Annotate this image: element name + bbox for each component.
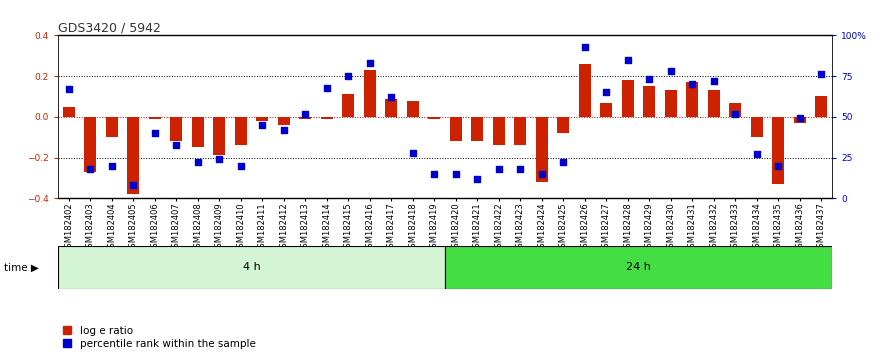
Bar bbox=[343, 95, 354, 117]
Point bbox=[685, 81, 700, 87]
Bar bbox=[449, 117, 462, 141]
Bar bbox=[320, 117, 333, 119]
Point bbox=[449, 171, 463, 177]
Bar bbox=[85, 117, 96, 172]
Bar bbox=[622, 80, 634, 117]
Text: 24 h: 24 h bbox=[627, 262, 651, 272]
Legend: log e ratio, percentile rank within the sample: log e ratio, percentile rank within the … bbox=[63, 326, 255, 349]
Point bbox=[643, 76, 657, 82]
Bar bbox=[665, 90, 676, 117]
Bar bbox=[191, 117, 204, 147]
Point bbox=[341, 73, 355, 79]
Bar bbox=[578, 64, 591, 117]
Point bbox=[104, 163, 118, 169]
Point bbox=[233, 163, 247, 169]
Point bbox=[212, 156, 226, 162]
Bar bbox=[472, 117, 483, 141]
Point bbox=[814, 72, 829, 77]
Text: time ▶: time ▶ bbox=[4, 262, 39, 272]
Point bbox=[126, 182, 141, 188]
Bar bbox=[106, 117, 117, 137]
Bar bbox=[170, 117, 182, 141]
Point bbox=[61, 86, 76, 92]
Bar bbox=[708, 90, 720, 117]
Point bbox=[578, 44, 592, 50]
Bar bbox=[407, 101, 418, 117]
Point bbox=[298, 111, 312, 116]
Bar bbox=[364, 70, 376, 117]
Point bbox=[277, 127, 291, 133]
Point bbox=[514, 166, 528, 172]
Point bbox=[384, 95, 399, 100]
Point bbox=[427, 171, 441, 177]
Point bbox=[620, 57, 635, 63]
Point bbox=[169, 142, 183, 147]
Point bbox=[599, 90, 613, 95]
Text: GDS3420 / 5942: GDS3420 / 5942 bbox=[58, 21, 161, 34]
Bar bbox=[58, 246, 445, 289]
Text: 4 h: 4 h bbox=[243, 262, 260, 272]
Point bbox=[148, 130, 162, 136]
Point bbox=[749, 152, 764, 157]
Bar bbox=[127, 117, 139, 194]
Bar bbox=[428, 117, 441, 119]
Bar bbox=[536, 117, 547, 182]
Bar bbox=[601, 103, 612, 117]
Point bbox=[491, 166, 506, 172]
Point bbox=[556, 160, 570, 165]
Point bbox=[793, 116, 807, 121]
Bar bbox=[278, 117, 289, 125]
Bar bbox=[751, 117, 763, 137]
Point bbox=[707, 78, 721, 84]
Bar bbox=[235, 117, 247, 145]
Bar bbox=[214, 117, 225, 155]
Bar bbox=[815, 96, 828, 117]
Point bbox=[728, 111, 742, 116]
Point bbox=[362, 60, 376, 66]
Bar bbox=[256, 117, 268, 121]
Point bbox=[470, 176, 484, 182]
Bar bbox=[730, 103, 741, 117]
Bar bbox=[62, 107, 75, 117]
Bar bbox=[445, 246, 832, 289]
Point bbox=[83, 166, 97, 172]
Bar bbox=[385, 98, 397, 117]
Point bbox=[772, 163, 786, 169]
Point bbox=[406, 150, 420, 155]
Bar bbox=[686, 82, 699, 117]
Bar bbox=[773, 117, 784, 184]
Bar bbox=[493, 117, 505, 145]
Point bbox=[190, 160, 205, 165]
Bar bbox=[514, 117, 526, 145]
Bar bbox=[643, 86, 655, 117]
Point bbox=[664, 68, 678, 74]
Bar bbox=[557, 117, 570, 133]
Bar bbox=[149, 117, 160, 119]
Point bbox=[320, 85, 334, 90]
Bar bbox=[299, 117, 312, 119]
Bar bbox=[794, 117, 805, 123]
Point bbox=[255, 122, 270, 128]
Point bbox=[535, 171, 549, 177]
